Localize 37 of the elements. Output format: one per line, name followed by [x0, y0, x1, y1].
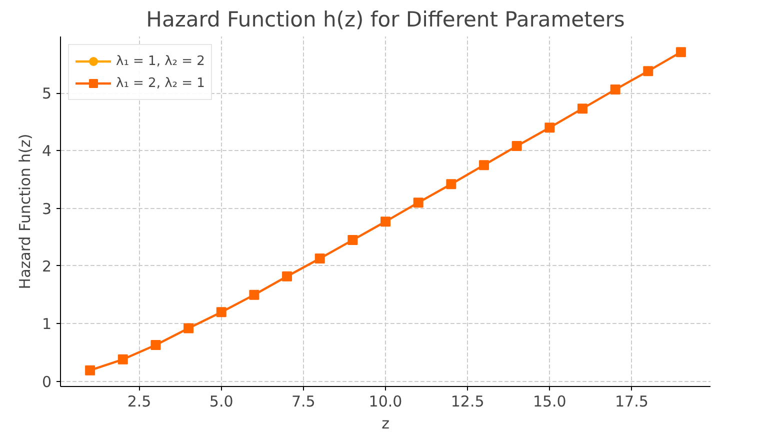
y-tick-label: 3: [42, 200, 52, 218]
point: [643, 66, 654, 76]
point: [118, 354, 128, 364]
x-tick-label: 15.0: [532, 392, 566, 410]
chart-title: Hazard Function h(z) for Different Parameters: [146, 8, 625, 32]
x-tick-label: 2.5: [127, 392, 152, 410]
y-tick-label: 2: [42, 257, 52, 276]
x-tick-label: 17.5: [615, 392, 648, 410]
point: [314, 253, 325, 264]
x-tick-label: 7.5: [292, 392, 316, 410]
legend-label: λ₁ = 1, λ₂ = 2: [116, 54, 205, 68]
y-tick-label: 4: [42, 142, 52, 160]
point: [380, 216, 390, 227]
y-tick-label: 5: [42, 84, 52, 103]
point: [282, 271, 292, 282]
x-tick-label: 10.0: [368, 392, 402, 410]
point: [348, 235, 358, 246]
legend-label: λ₁ = 2, λ₂ = 1: [116, 76, 205, 90]
point: [512, 141, 522, 152]
point: [184, 323, 194, 334]
point: [610, 84, 620, 95]
point: [478, 160, 489, 170]
point: [150, 340, 161, 350]
point: [413, 198, 424, 208]
x-tick-label: 5.0: [209, 392, 234, 410]
y-tick-label: 0: [42, 372, 52, 391]
x-tick-label: 12.5: [450, 392, 484, 410]
point: [85, 365, 96, 376]
x-axis-title: z: [382, 414, 390, 432]
point: [249, 290, 260, 300]
y-axis-title: Hazard Function h(z): [16, 134, 34, 290]
point: [577, 104, 588, 114]
point: [446, 179, 456, 190]
point: [676, 47, 686, 58]
point: [544, 122, 555, 133]
y-tick-label: 1: [42, 315, 52, 334]
point: [216, 307, 226, 318]
